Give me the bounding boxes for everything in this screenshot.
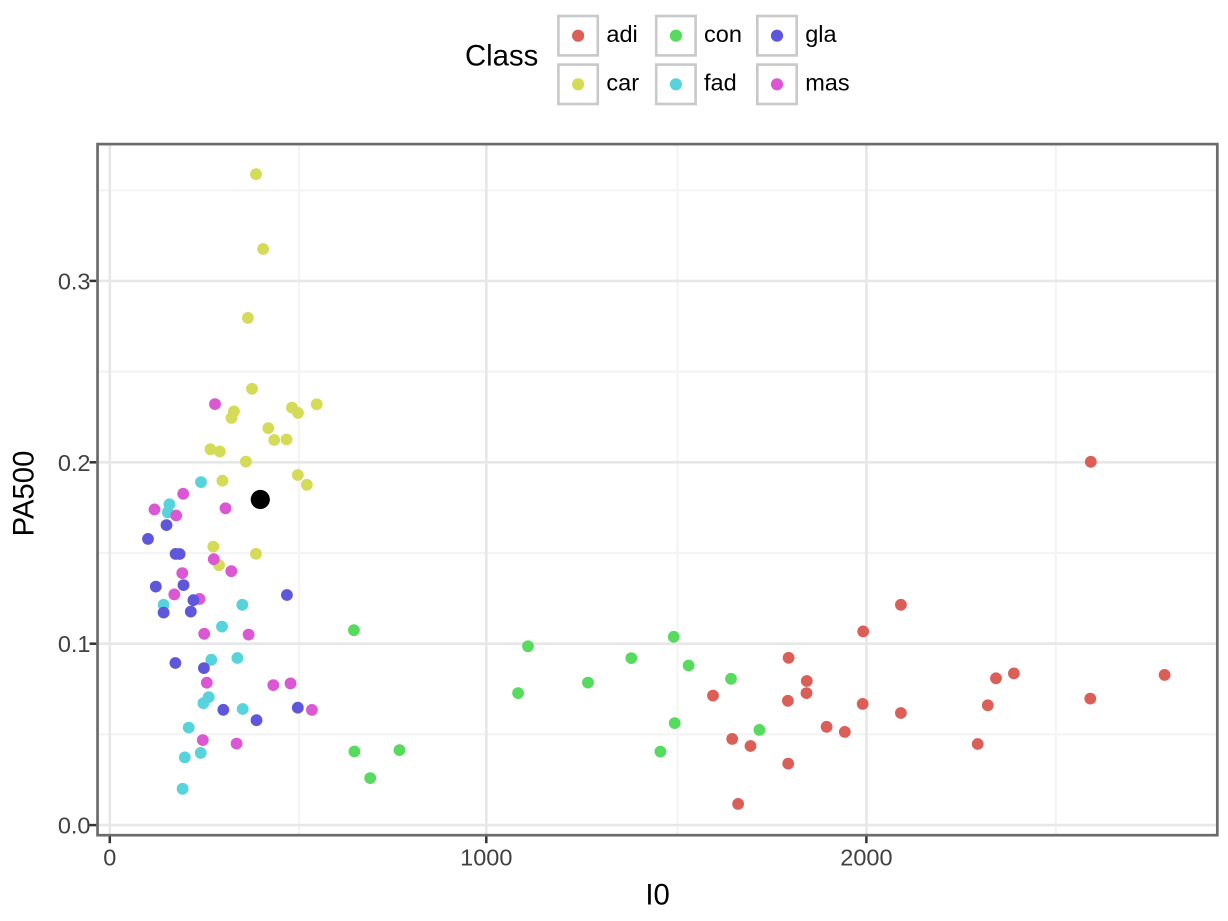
svg-text:0.2: 0.2 (58, 450, 91, 476)
svg-text:2000: 2000 (840, 845, 892, 871)
svg-text:con: con (704, 21, 742, 47)
svg-text:car: car (606, 69, 639, 95)
svg-text:adi: adi (606, 21, 637, 47)
svg-text:I0: I0 (645, 878, 669, 911)
svg-text:fad: fad (704, 69, 737, 95)
svg-text:PA500: PA500 (7, 451, 40, 537)
svg-text:Class: Class (465, 40, 538, 73)
svg-text:mas: mas (805, 69, 849, 95)
svg-text:0.1: 0.1 (58, 631, 91, 657)
svg-text:0.0: 0.0 (58, 813, 91, 839)
svg-text:0: 0 (103, 845, 116, 871)
svg-text:0.3: 0.3 (58, 268, 91, 294)
svg-text:gla: gla (805, 21, 837, 47)
svg-text:1000: 1000 (460, 845, 512, 871)
